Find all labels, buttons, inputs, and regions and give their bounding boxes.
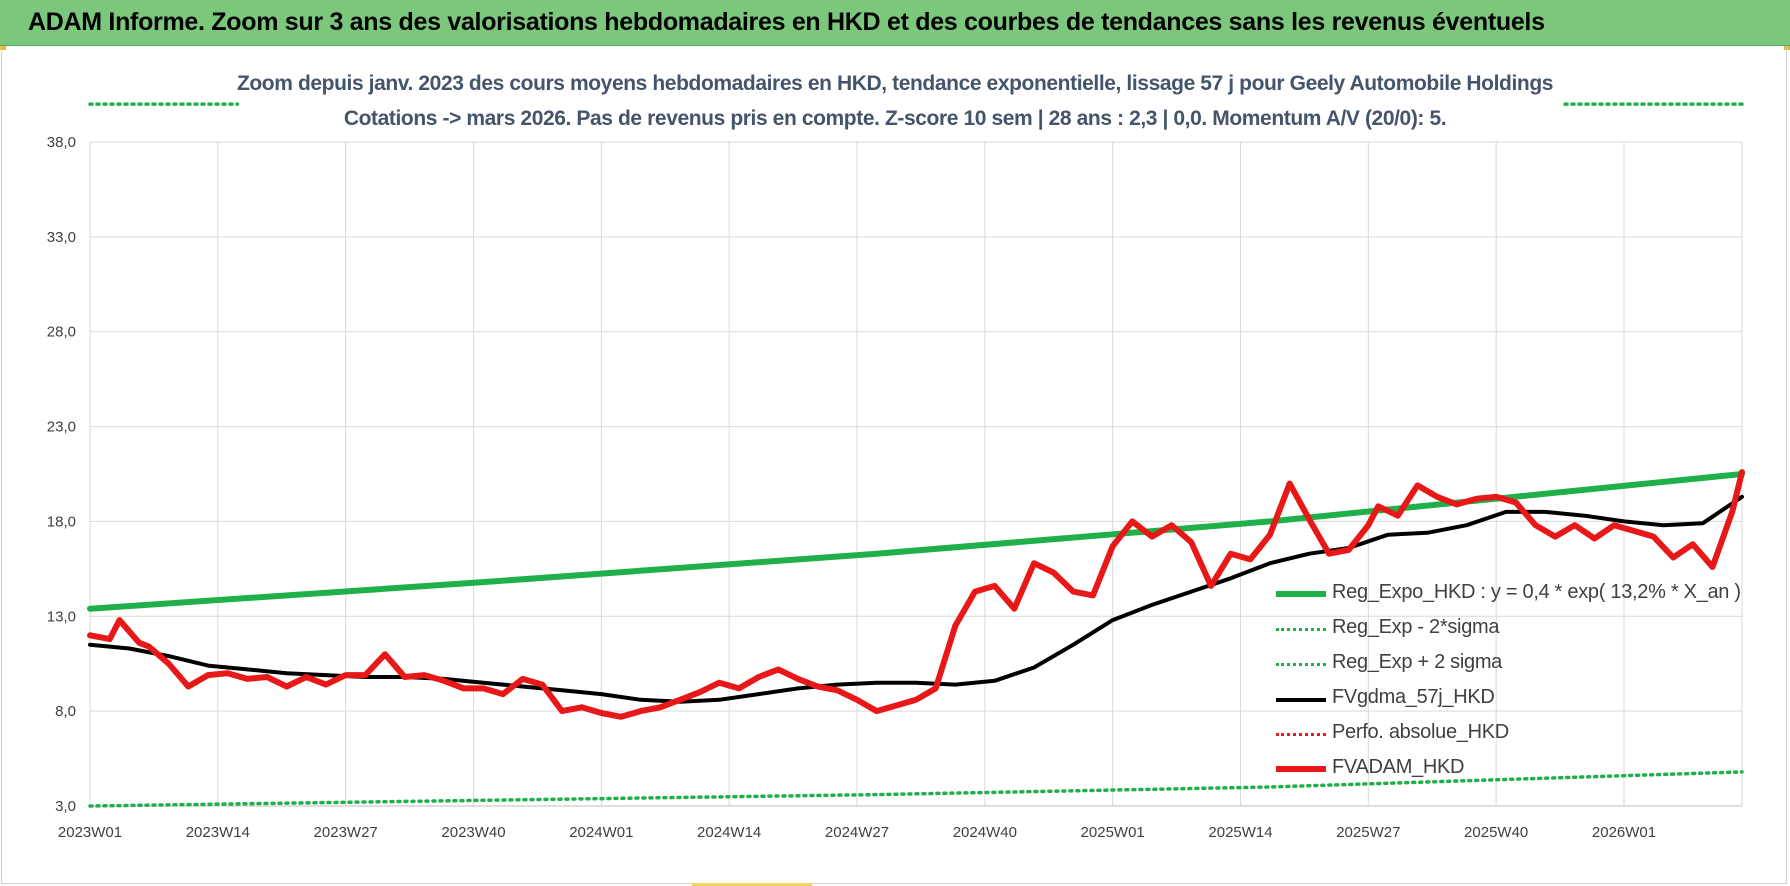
x-tick-label: 2026W01 (1592, 824, 1656, 841)
series-line-reg-expo-hkd-y-0-4-exp-13-2-x-an (87, 471, 1745, 612)
x-tick-label: 2024W27 (825, 824, 889, 841)
y-tick-label: 18,0 (47, 513, 76, 530)
x-tick-label: 2023W40 (441, 824, 505, 841)
legend-label: FVADAM_HKD (1332, 756, 1465, 778)
y-tick-label: 23,0 (47, 419, 76, 436)
legend-item: FVgdma_57j_HKD (1272, 683, 1752, 718)
legend-swatch (1276, 733, 1326, 736)
series-line-reg-exp-2-sigma (88, 770, 1744, 808)
x-tick-label: 2025W14 (1208, 824, 1272, 841)
legend-item: FVADAM_HKD (1272, 753, 1752, 788)
x-tick-label: 2025W01 (1081, 824, 1145, 841)
banner-corner-left (0, 46, 6, 50)
legend-item: Reg_Expo_HKD : y = 0,4 * exp( 13,2% * X_… (1272, 578, 1752, 613)
x-tick-label: 2023W01 (58, 824, 122, 841)
chart-title-line2: Cotations -> mars 2026. Pas de revenus p… (343, 107, 1447, 130)
y-tick-label: 13,0 (47, 608, 76, 625)
legend-swatch (1276, 591, 1326, 597)
y-tick-label: 3,0 (55, 798, 76, 815)
x-tick-label: 2025W40 (1464, 824, 1528, 841)
y-tick-label: 33,0 (47, 229, 76, 246)
banner-title: ADAM Informe. Zoom sur 3 ans des valoris… (28, 8, 1545, 36)
x-tick-label: 2023W14 (186, 824, 250, 841)
chart-title-line1: Zoom depuis janv. 2023 des cours moyens … (236, 72, 1554, 95)
chart-legend: Reg_Expo_HKD : y = 0,4 * exp( 13,2% * X_… (1272, 578, 1752, 788)
legend-item: Perfo. absolue_HKD (1272, 718, 1752, 753)
legend-label: Perfo. absolue_HKD (1332, 721, 1509, 743)
legend-swatch (1276, 698, 1326, 702)
x-tick-label: 2024W40 (953, 824, 1017, 841)
legend-swatch (1276, 766, 1326, 772)
x-tick-label: 2024W01 (569, 824, 633, 841)
legend-label: Reg_Expo_HKD : y = 0,4 * exp( 13,2% * X_… (1332, 581, 1741, 603)
legend-item: Reg_Exp + 2 sigma (1272, 648, 1752, 683)
chart-frame (1, 46, 1787, 884)
legend-item: Reg_Exp - 2*sigma (1272, 613, 1752, 648)
banner-corner-right (1784, 46, 1790, 50)
legend-label: FVgdma_57j_HKD (1332, 686, 1495, 708)
x-tick-label: 2025W27 (1336, 824, 1400, 841)
y-tick-label: 28,0 (47, 324, 76, 341)
series-line-fvadam-hkd (87, 469, 1745, 720)
legend-swatch (1276, 663, 1326, 666)
legend-label: Reg_Exp + 2 sigma (1332, 651, 1502, 673)
y-tick-label: 8,0 (55, 703, 76, 720)
sheet-tab-indicator (692, 883, 812, 886)
report-banner: ADAM Informe. Zoom sur 3 ans des valoris… (0, 0, 1790, 46)
y-tick-label: 38,0 (47, 134, 76, 151)
legend-swatch (1276, 628, 1326, 631)
legend-label: Reg_Exp - 2*sigma (1332, 616, 1500, 638)
x-tick-label: 2024W14 (697, 824, 761, 841)
x-tick-label: 2023W27 (314, 824, 378, 841)
